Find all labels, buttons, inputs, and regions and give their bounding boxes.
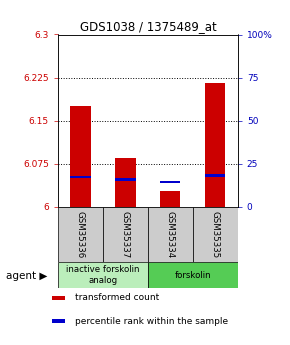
Text: transformed count: transformed count — [75, 293, 160, 302]
Title: GDS1038 / 1375489_at: GDS1038 / 1375489_at — [79, 20, 216, 33]
Bar — [70, 176, 90, 178]
Text: GSM35335: GSM35335 — [211, 211, 220, 258]
Bar — [160, 180, 180, 183]
FancyBboxPatch shape — [103, 207, 148, 262]
Text: agent ▶: agent ▶ — [6, 271, 47, 281]
Text: forskolin: forskolin — [175, 270, 211, 280]
FancyBboxPatch shape — [58, 207, 103, 262]
Bar — [160, 191, 180, 207]
Bar — [205, 83, 225, 207]
Text: GSM35337: GSM35337 — [121, 211, 130, 258]
Bar — [52, 319, 65, 323]
Bar — [70, 106, 90, 207]
FancyBboxPatch shape — [58, 262, 148, 288]
Text: inactive forskolin
analog: inactive forskolin analog — [66, 265, 140, 285]
Bar — [115, 158, 135, 207]
Bar — [52, 296, 65, 300]
FancyBboxPatch shape — [148, 262, 238, 288]
Text: percentile rank within the sample: percentile rank within the sample — [75, 317, 229, 326]
Bar — [115, 178, 135, 180]
FancyBboxPatch shape — [193, 207, 238, 262]
Bar — [205, 174, 225, 177]
FancyBboxPatch shape — [148, 207, 193, 262]
Text: GSM35334: GSM35334 — [166, 211, 175, 258]
Text: GSM35336: GSM35336 — [76, 211, 85, 258]
